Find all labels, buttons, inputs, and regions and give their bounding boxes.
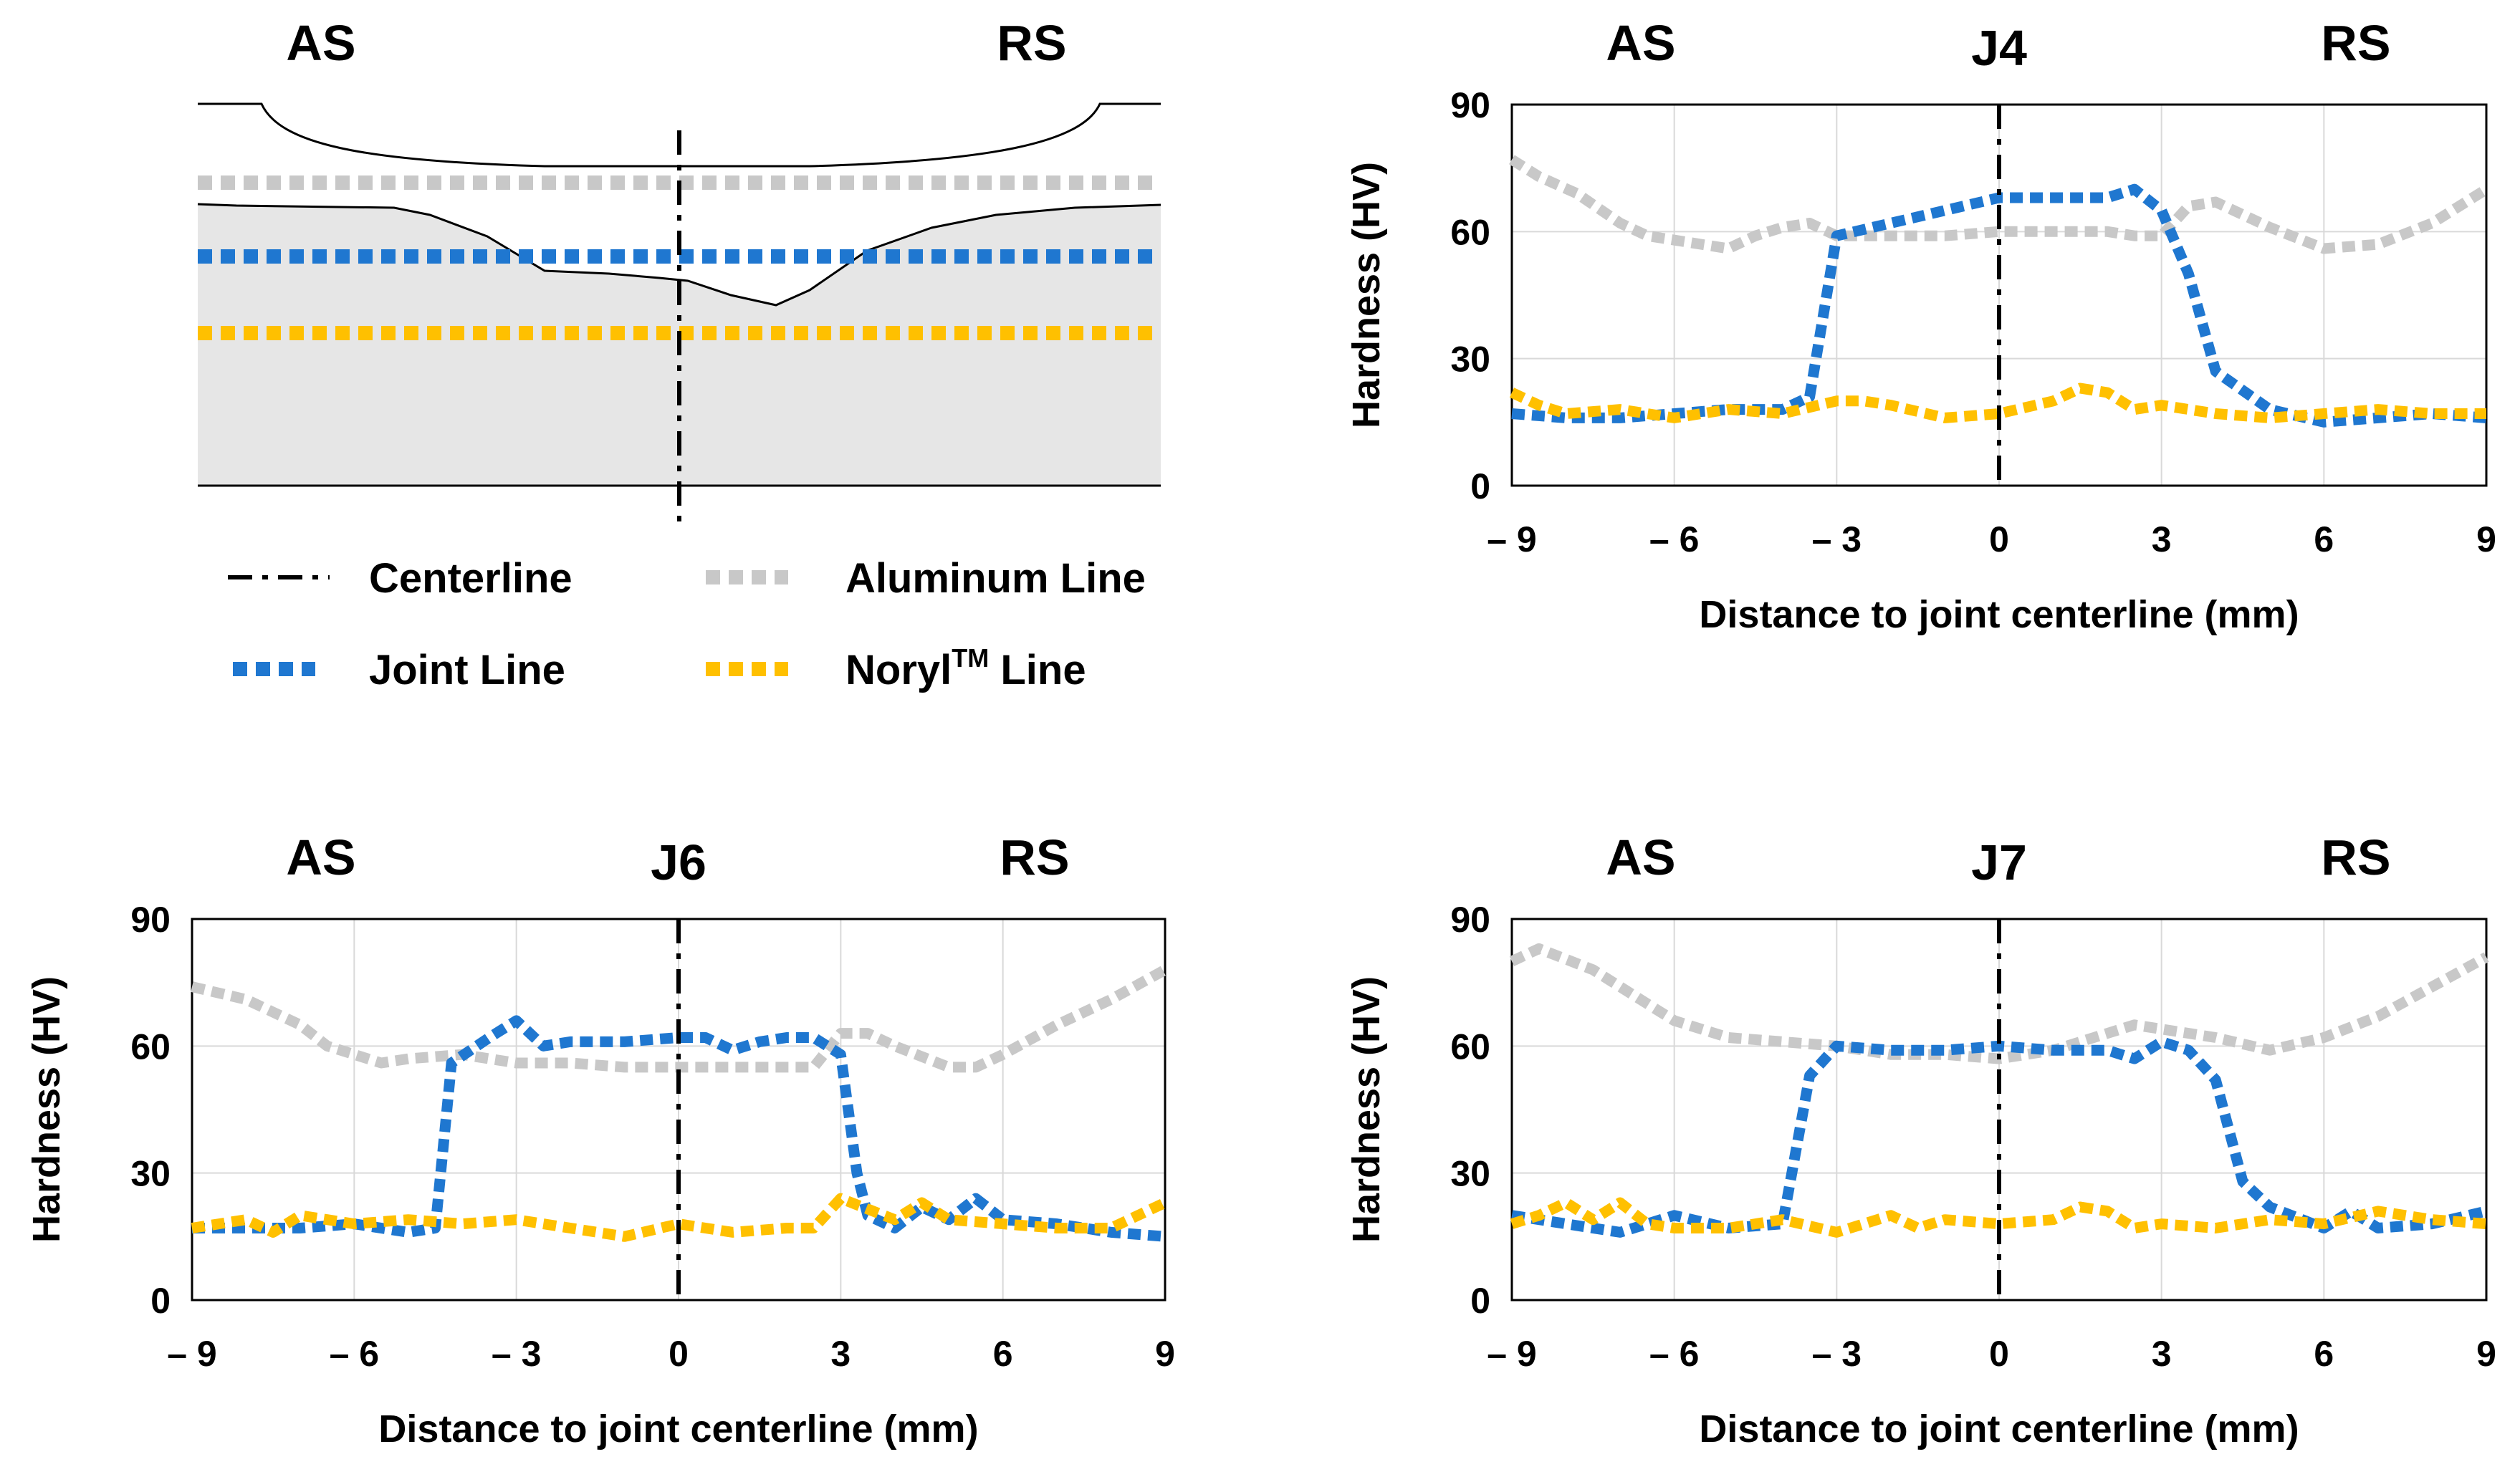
schematic-tool-profile <box>198 102 1161 168</box>
x-tick-label: 6 <box>2314 1334 2334 1374</box>
y-tick-label: 90 <box>1450 85 1490 125</box>
y-tick-label: 30 <box>1450 340 1490 380</box>
as-label: AS <box>1606 15 1675 71</box>
rs-label: RS <box>2321 829 2390 885</box>
x-tick-label: 9 <box>1155 1334 1175 1374</box>
y-tick-label: 0 <box>150 1281 171 1321</box>
legend-aluminum-label: Aluminum Line <box>845 555 1146 602</box>
rs-label: RS <box>1000 829 1069 885</box>
x-tick-label: 3 <box>2152 1334 2172 1374</box>
y-tick-label: 0 <box>1470 1281 1490 1321</box>
as-label: AS <box>1606 829 1675 885</box>
x-tick-label: – 6 <box>1649 519 1700 559</box>
x-tick-label: 9 <box>2476 1334 2496 1374</box>
chart-title: J4 <box>1971 20 2027 76</box>
x-tick-label: 0 <box>1989 1334 2009 1374</box>
y-axis-label: Hardness (HV) <box>1345 976 1388 1243</box>
y-tick-label: 30 <box>1450 1154 1490 1194</box>
series-line-aluminum <box>191 965 1168 1073</box>
schematic-sheet-top-edge <box>197 203 1161 307</box>
x-tick-label: – 3 <box>492 1334 542 1374</box>
legend-joint-label: Joint Line <box>369 647 565 693</box>
x-tick-label: – 6 <box>1649 1334 1700 1374</box>
y-tick-label: 90 <box>130 900 171 940</box>
x-axis-label: Distance to joint centerline (mm) <box>1699 593 2299 636</box>
x-tick-label: – 3 <box>1812 1334 1862 1374</box>
x-tick-label: 3 <box>2152 519 2172 559</box>
y-axis-label: Hardness (HV) <box>25 976 68 1243</box>
y-tick-label: 0 <box>1470 466 1490 506</box>
x-tick-label: – 9 <box>1487 519 1537 559</box>
y-tick-label: 60 <box>1450 1026 1490 1067</box>
chart-title: J7 <box>1971 834 2027 890</box>
legend-centerline-label: Centerline <box>369 555 572 602</box>
x-tick-label: 9 <box>2476 519 2496 559</box>
x-tick-label: 0 <box>669 1334 689 1374</box>
y-tick-label: 90 <box>1450 900 1490 940</box>
x-tick-label: 6 <box>993 1334 1013 1374</box>
x-tick-label: 3 <box>830 1334 851 1374</box>
legend: Centerline Aluminum Line Joint Line Nory… <box>228 555 1146 693</box>
y-tick-label: 30 <box>130 1154 171 1194</box>
series-line-noryl <box>1510 1197 2487 1238</box>
y-tick-label: 60 <box>1450 212 1490 252</box>
chart-title: J6 <box>651 834 706 890</box>
y-tick-label: 60 <box>130 1026 171 1067</box>
x-tick-label: – 9 <box>1487 1334 1537 1374</box>
schematic-rs-label: RS <box>997 15 1066 71</box>
legend-noryl-label: NorylTM Line <box>845 643 1086 693</box>
x-tick-label: – 6 <box>330 1334 380 1374</box>
y-axis-label: Hardness (HV) <box>1345 162 1388 428</box>
x-tick-label: 0 <box>1989 519 2009 559</box>
x-tick-label: – 9 <box>167 1334 217 1374</box>
as-label: AS <box>286 829 355 885</box>
x-tick-label: – 3 <box>1812 519 1862 559</box>
series-line-aluminum <box>1509 155 2489 254</box>
series-line-noryl <box>1509 383 2486 423</box>
x-axis-label: Distance to joint centerline (mm) <box>378 1408 978 1450</box>
x-axis-label: Distance to joint centerline (mm) <box>1699 1408 2299 1450</box>
rs-label: RS <box>2321 15 2390 71</box>
x-tick-label: 6 <box>2314 519 2334 559</box>
weld-schematic: AS RS <box>197 15 1161 521</box>
schematic-as-label: AS <box>286 15 355 71</box>
